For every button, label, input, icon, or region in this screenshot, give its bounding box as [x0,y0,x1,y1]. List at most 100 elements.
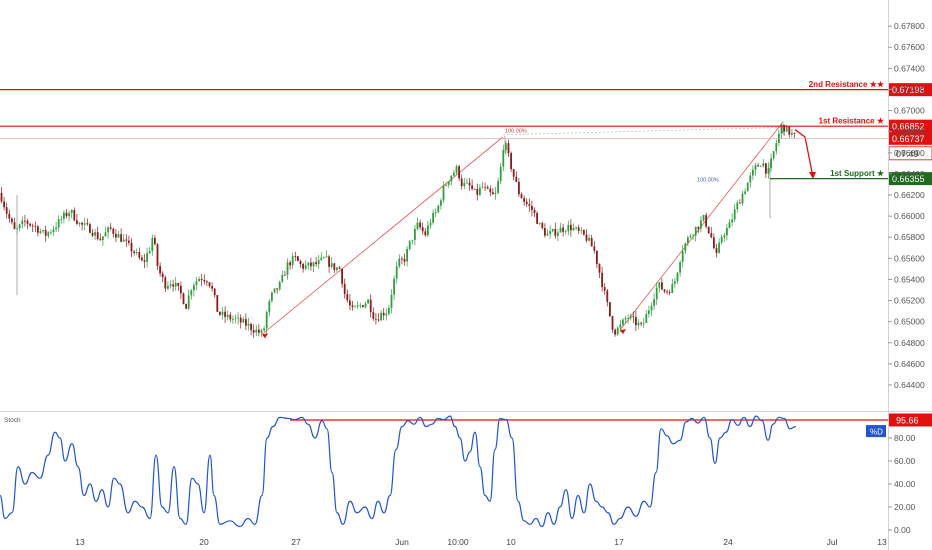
candle-body [692,235,694,237]
candle-body [65,212,68,217]
candle-body [13,222,16,230]
candle-body [661,282,663,290]
candle-body [78,222,81,224]
trend-arrow-head [262,333,268,339]
price-axis-label: 0.65800 [894,232,925,242]
level-price-text: 0.66737 [892,134,925,144]
candle-body [83,223,86,225]
candle-body [138,252,141,258]
candle-body [437,205,440,212]
candle-body [705,215,707,227]
candle-body [752,169,754,176]
candle-body [26,220,29,224]
candle-body [307,262,310,266]
candle-body [791,132,793,135]
candle-body [453,172,455,176]
candle-body [42,230,44,232]
candle-body [3,201,5,208]
stoch-title: Stoch [4,417,21,424]
candle-body [429,222,432,226]
candle-body [445,184,447,186]
candle-body [143,260,146,262]
candle-body [575,227,577,229]
candle-body [671,283,674,293]
candle-body [567,224,570,232]
candle-body [349,300,351,306]
candle-body [180,285,182,294]
candle-body [525,201,528,205]
candle-body [338,267,341,269]
candle-body [372,312,375,319]
price-axis-label: 0.66600 [894,148,925,158]
candle-body [356,305,359,307]
candle-body [286,262,289,276]
candle-body [320,257,323,260]
candle-body [440,200,442,206]
candle-body [492,192,494,195]
candle-body [580,230,583,231]
candle-body [523,198,525,202]
candle-body [411,239,414,241]
candle-body [619,324,622,328]
candle-body [39,231,42,233]
candle-body [401,258,403,260]
candle-body [255,329,258,333]
candle-body [611,316,614,330]
candle-body [650,305,653,311]
candle-body [174,282,177,287]
level-price-text: 0.67198 [892,85,925,95]
price-axis-label: 0.67200 [894,84,925,94]
candle-body [757,165,759,167]
candle-body [655,287,658,300]
candle-body [252,330,255,333]
candle-body [284,274,286,276]
candle-body [642,322,645,324]
candle-body [531,205,533,210]
candle-body [715,248,718,253]
candle-body [382,312,385,316]
candle-body [744,191,746,194]
candle-body [89,224,91,233]
candle-body [554,229,557,236]
time-axis-label: Jun [395,537,409,547]
candle-body [182,293,185,305]
candle-body [224,311,226,317]
candle-body [687,237,689,244]
level-price-tag [889,131,932,145]
price-axis-label: 0.66200 [894,190,925,200]
candle-body [226,314,229,317]
candle-body [759,166,762,167]
trend-arrow-line [261,136,504,335]
candle-body [590,237,593,247]
candle-body [169,284,172,286]
candle-body [541,223,544,229]
candle-body [562,227,564,232]
level-price-text: 0.66355 [892,174,925,184]
candle-body [624,318,627,320]
candle-body [310,262,312,267]
price-axis-label: 0.64800 [894,338,925,348]
candle-body [354,306,356,308]
candle-body [208,282,211,287]
candle-body [128,240,130,243]
candle-body [434,211,437,214]
candle-body [104,232,107,237]
candle-body [260,330,263,333]
candle-body [528,204,531,206]
candle-body [538,223,541,224]
candle-body [414,228,416,240]
time-axis-label: 20 [199,537,209,547]
crosshair-time-label: 10:00 [447,537,469,547]
stoch-level-tag [889,413,932,427]
candle-body [242,319,245,323]
candle-body [427,225,429,236]
candle-body [185,304,187,309]
level-price-text: 0.66852 [892,122,925,132]
candle-body [577,227,580,231]
candle-body [91,232,94,236]
candle-body [112,228,115,234]
candle-body [653,299,655,306]
level-label: 2nd Resistance ★★ [809,80,885,89]
candle-body [466,182,468,184]
